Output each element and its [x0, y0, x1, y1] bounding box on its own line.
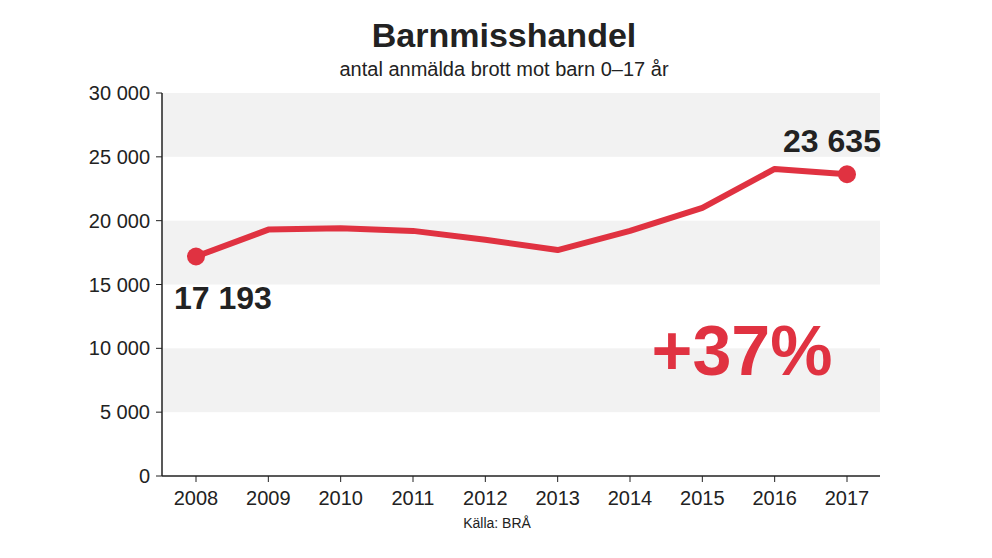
x-tick	[847, 476, 848, 482]
x-axis	[162, 475, 880, 477]
data-line	[196, 169, 847, 257]
x-tick	[413, 476, 414, 482]
x-tick-label: 2013	[535, 487, 580, 509]
x-tick	[630, 476, 631, 482]
chart-container: 0 5 000 10 000 15 000 20 000 25 000 30 000 2008…	[0, 0, 992, 558]
x-tick	[557, 476, 558, 482]
y-tick	[156, 220, 162, 221]
y-tick-label: 30 000	[89, 82, 150, 104]
chart-svg: 0 5 000 10 000 15 000 20 000 25 000 30 000 2008…	[0, 0, 992, 558]
x-tick-label: 2011	[391, 487, 434, 509]
title: Barnmisshandel	[372, 16, 637, 54]
value-label: 23 635	[783, 123, 881, 159]
x-tick-label: 2009	[246, 487, 291, 509]
y-tick	[156, 412, 162, 413]
y-tick	[156, 156, 162, 157]
x-tick-label: 2012	[463, 487, 508, 509]
x-tick-label: 2015	[680, 487, 725, 509]
y-tick-label: 0	[139, 465, 150, 487]
x-tick	[702, 476, 703, 482]
y-tick	[156, 348, 162, 349]
x-tick	[340, 476, 341, 482]
y-tick-label: 20 000	[89, 210, 150, 232]
x-tick	[774, 476, 775, 482]
x-tick-label: 2016	[752, 487, 797, 509]
x-tick-label: 2008	[174, 487, 219, 509]
grid-band	[162, 93, 880, 157]
x-tick	[485, 476, 486, 482]
data-point	[187, 248, 205, 266]
x-tick-label: 2010	[318, 487, 363, 509]
x-tick	[268, 476, 269, 482]
subtitle: antal anmälda brott mot barn 0–17 år	[339, 58, 668, 80]
x-tick-label: 2017	[825, 487, 870, 509]
y-tick	[156, 476, 162, 477]
data-point	[838, 165, 856, 183]
y-tick-label: 5 000	[100, 401, 150, 423]
y-tick-label: 10 000	[89, 337, 150, 359]
value-label: 17 193	[174, 280, 272, 316]
source: Källa: BRÅ	[463, 515, 531, 531]
y-axis	[161, 93, 163, 476]
y-tick	[156, 284, 162, 285]
x-tick-label: 2014	[608, 487, 653, 509]
y-tick	[156, 93, 162, 94]
series-group	[187, 165, 856, 265]
annotation: +37%	[652, 312, 833, 390]
x-tick	[196, 476, 197, 482]
y-tick-label: 25 000	[89, 146, 150, 168]
y-tick-label: 15 000	[89, 274, 150, 296]
